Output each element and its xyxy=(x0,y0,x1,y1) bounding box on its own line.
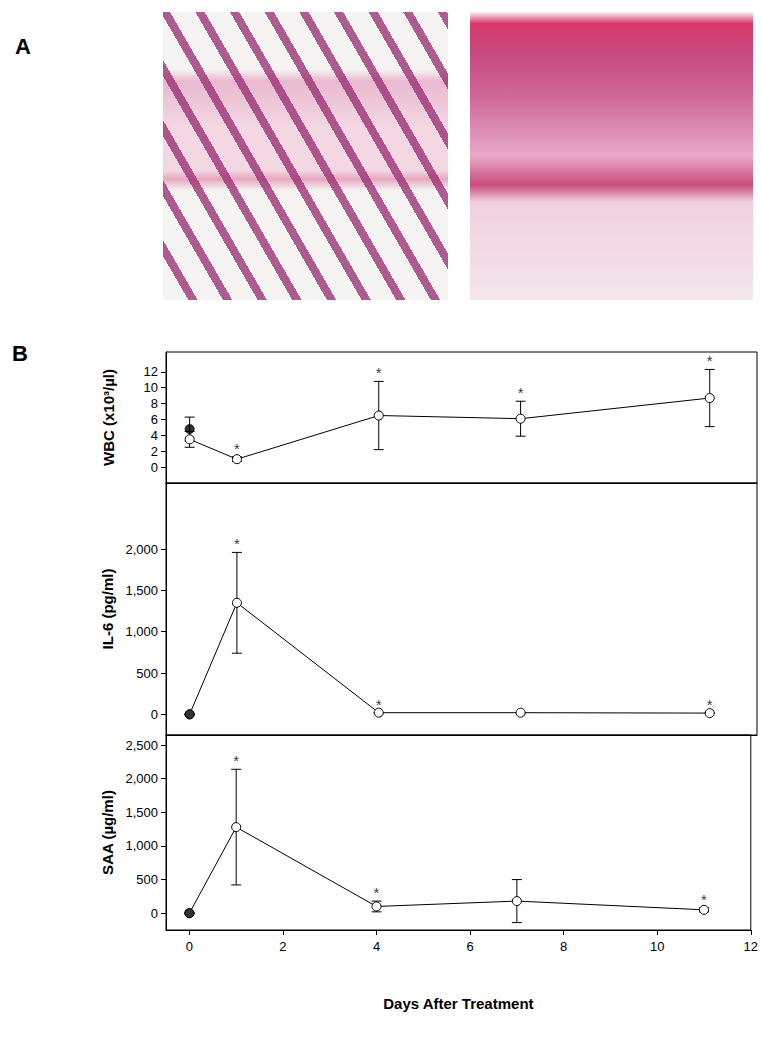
svg-text:10: 10 xyxy=(144,380,158,395)
svg-text:*: * xyxy=(233,752,239,769)
svg-text:Days After Treatment: Days After Treatment xyxy=(383,995,533,1012)
svg-text:1,500: 1,500 xyxy=(125,583,158,598)
svg-text:6: 6 xyxy=(466,939,473,954)
svg-text:4: 4 xyxy=(151,428,158,443)
svg-text:WBC (x10³/µl): WBC (x10³/µl) xyxy=(100,369,117,466)
svg-text:*: * xyxy=(701,891,707,908)
svg-text:*: * xyxy=(707,352,713,369)
svg-text:*: * xyxy=(376,696,382,713)
svg-text:*: * xyxy=(518,384,524,401)
svg-text:*: * xyxy=(374,884,380,901)
svg-text:0: 0 xyxy=(151,707,158,722)
svg-text:1,000: 1,000 xyxy=(125,838,158,853)
svg-text:1,000: 1,000 xyxy=(125,624,158,639)
svg-text:4: 4 xyxy=(373,939,380,954)
svg-text:500: 500 xyxy=(136,666,158,681)
svg-text:*: * xyxy=(376,364,382,381)
svg-text:0: 0 xyxy=(151,460,158,475)
svg-text:8: 8 xyxy=(151,396,158,411)
svg-text:*: * xyxy=(707,696,713,713)
svg-text:6: 6 xyxy=(151,412,158,427)
svg-text:*: * xyxy=(234,535,240,552)
html-text:B: B xyxy=(12,341,28,366)
html-text:A: A xyxy=(15,34,31,59)
svg-text:1,500: 1,500 xyxy=(125,805,158,820)
svg-text:2: 2 xyxy=(279,939,286,954)
svg-text:12: 12 xyxy=(144,364,158,379)
svg-text:SAA (µg/ml): SAA (µg/ml) xyxy=(99,790,116,875)
svg-text:8: 8 xyxy=(560,939,567,954)
svg-text:2,000: 2,000 xyxy=(125,542,158,557)
svg-text:0: 0 xyxy=(151,906,158,921)
svg-text:10: 10 xyxy=(650,939,664,954)
svg-text:12: 12 xyxy=(744,939,758,954)
svg-text:2,500: 2,500 xyxy=(125,738,158,753)
svg-text:2,000: 2,000 xyxy=(125,771,158,786)
svg-text:*: * xyxy=(234,440,240,457)
svg-text:0: 0 xyxy=(186,939,193,954)
svg-text:IL-6 (pg/ml): IL-6 (pg/ml) xyxy=(99,569,116,650)
svg-text:2: 2 xyxy=(151,444,158,459)
svg-text:500: 500 xyxy=(136,872,158,887)
